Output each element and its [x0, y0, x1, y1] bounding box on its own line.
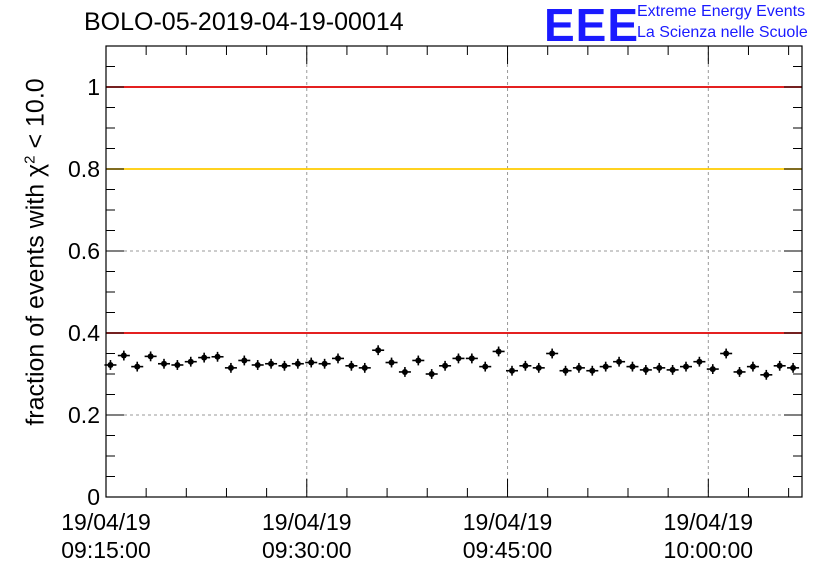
data-point [254, 361, 261, 368]
data-point [696, 358, 703, 365]
data-point [455, 355, 462, 362]
data-point [428, 371, 435, 377]
y-tick-label: 0 [87, 484, 100, 510]
data-point [147, 353, 154, 360]
x-tick-label-date: 19/04/19 [262, 509, 352, 535]
data-point [214, 353, 221, 360]
logo-subtitle-line2: La Scienza nelle Scuole [637, 24, 808, 41]
data-point [749, 363, 756, 370]
data-point [468, 355, 475, 362]
data-point [335, 355, 341, 362]
axis-ticks [105, 45, 802, 498]
data-point [776, 362, 783, 369]
data-point [107, 361, 114, 368]
data-point [388, 359, 395, 366]
x-tick-label-time: 09:15:00 [61, 537, 151, 563]
data-point [642, 366, 649, 373]
data-point [669, 366, 676, 373]
data-point [736, 368, 743, 375]
grid-layer [106, 46, 802, 497]
data-point [281, 362, 288, 369]
data-point [294, 360, 301, 367]
data-point [549, 350, 556, 357]
y-tick-label: 0.8 [68, 156, 100, 182]
logo-subtitle-line1: Extreme Energy Events [637, 3, 806, 20]
data-point [241, 357, 248, 364]
x-tick-label-time: 10:00:00 [664, 537, 754, 563]
data-point [442, 362, 449, 369]
tick-labels: 00.20.40.60.8119/04/1909:15:0019/04/1909… [61, 74, 753, 563]
y-tick-label: 0.2 [68, 402, 100, 428]
data-point [629, 363, 636, 370]
y-tick-label: 0.4 [68, 320, 100, 346]
x-tick-label-date: 19/04/19 [463, 509, 553, 535]
data-point [589, 367, 596, 374]
data-points [104, 345, 800, 380]
data-point [575, 364, 582, 371]
data-point [656, 364, 663, 371]
data-point [227, 364, 234, 371]
x-tick-label-date: 19/04/19 [61, 509, 151, 535]
data-point [482, 363, 489, 370]
reference-lines [106, 86, 802, 334]
x-tick-label-time: 09:30:00 [262, 537, 352, 563]
data-point [361, 364, 368, 371]
data-point [348, 362, 355, 369]
data-point [763, 371, 770, 378]
data-point [602, 363, 609, 370]
y-tick-label: 1 [87, 74, 100, 100]
data-point [522, 362, 529, 369]
data-point [790, 364, 797, 371]
data-point [308, 359, 315, 366]
data-point [375, 347, 382, 354]
data-point [562, 367, 569, 374]
data-point [616, 358, 623, 365]
data-point [134, 363, 141, 370]
data-point [709, 366, 716, 373]
data-point [683, 363, 689, 370]
plot-frame [105, 45, 803, 498]
data-point [161, 360, 167, 367]
data-point [321, 360, 328, 367]
data-point [495, 348, 502, 355]
data-point [187, 358, 194, 365]
y-tick-label: 0.6 [68, 238, 100, 264]
data-point [723, 350, 730, 357]
x-tick-label-time: 09:45:00 [463, 537, 553, 563]
chart-title: BOLO-05-2019-04-19-00014 [84, 8, 404, 36]
data-point [509, 367, 515, 374]
data-point [174, 361, 181, 368]
x-tick-label-date: 19/04/19 [664, 509, 754, 535]
data-point [401, 368, 408, 375]
data-point [120, 352, 127, 359]
data-point [201, 354, 208, 361]
data-point [415, 357, 422, 364]
data-point [535, 364, 542, 371]
data-point [268, 360, 275, 367]
eee-logo: EEE [544, 0, 640, 51]
